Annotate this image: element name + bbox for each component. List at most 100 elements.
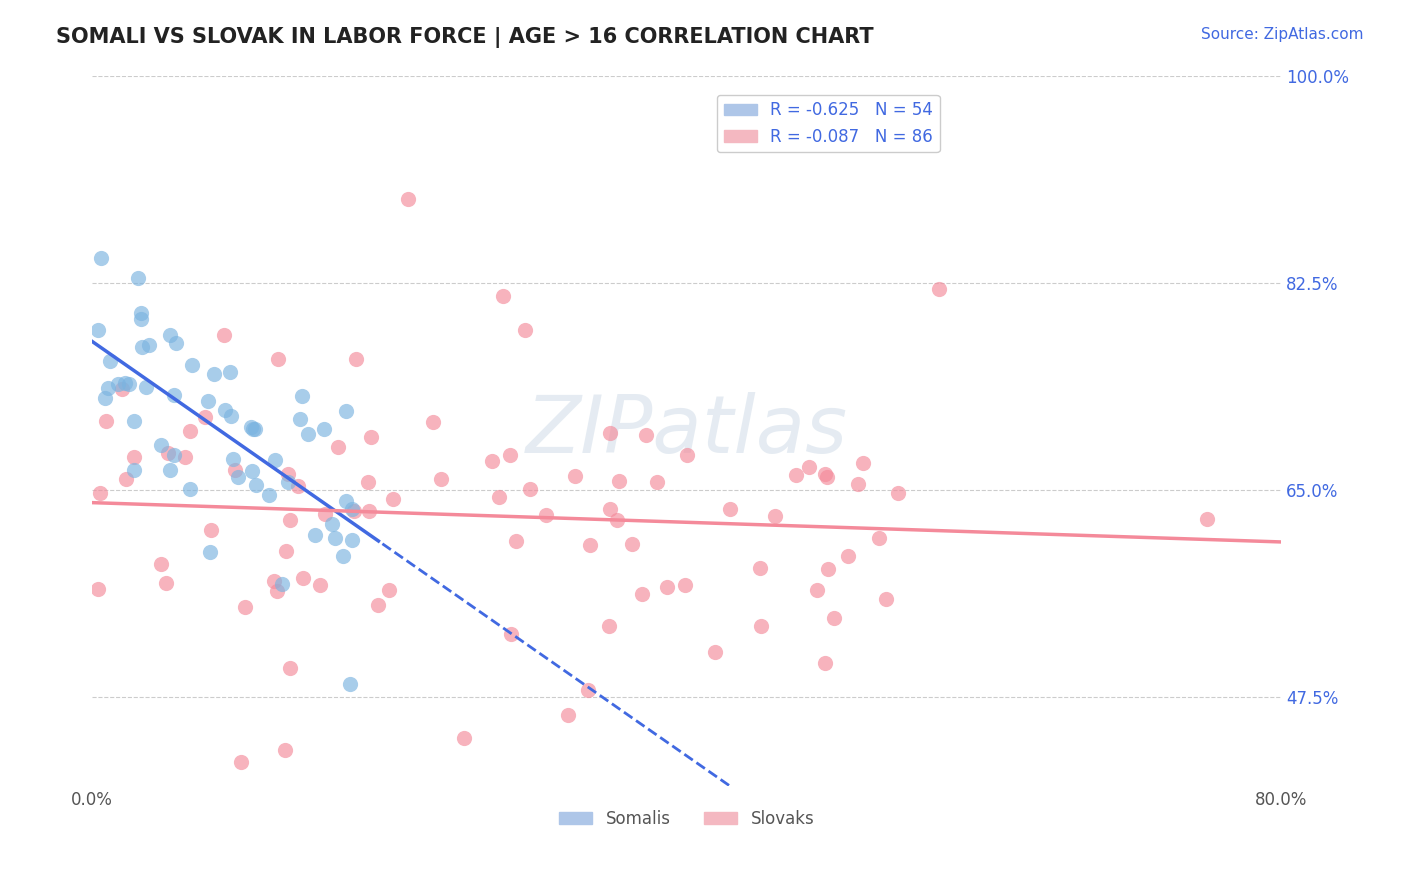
Point: [155, 576, 177, 591]
Point: [453, 731, 475, 746]
Point: [718, 502, 741, 516]
Point: [314, 507, 336, 521]
Point: [785, 467, 807, 482]
Point: [122, 450, 145, 465]
Point: [264, 453, 287, 467]
Point: [519, 482, 541, 496]
Point: [304, 528, 326, 542]
Point: [357, 475, 380, 489]
Point: [359, 504, 381, 518]
Point: [228, 469, 250, 483]
Point: [534, 508, 557, 522]
Point: [321, 516, 343, 531]
Point: [749, 561, 772, 575]
Point: [309, 578, 332, 592]
Point: [179, 424, 201, 438]
Point: [297, 427, 319, 442]
Point: [868, 531, 890, 545]
Point: [87, 582, 110, 596]
Point: [135, 380, 157, 394]
Point: [837, 549, 859, 564]
Point: [609, 474, 631, 488]
Point: [928, 282, 950, 296]
Point: [564, 469, 586, 483]
Point: [498, 448, 520, 462]
Point: [396, 192, 419, 206]
Point: [263, 574, 285, 588]
Point: [599, 502, 621, 516]
Point: [367, 599, 389, 613]
Point: [90, 252, 112, 266]
Point: [259, 488, 281, 502]
Point: [343, 504, 366, 518]
Point: [202, 367, 225, 381]
Point: [200, 523, 222, 537]
Point: [233, 599, 256, 614]
Point: [242, 422, 264, 436]
Point: [162, 448, 184, 462]
Point: [422, 416, 444, 430]
Point: [127, 271, 149, 285]
Point: [846, 476, 869, 491]
Point: [360, 430, 382, 444]
Point: [824, 611, 846, 625]
Point: [806, 582, 828, 597]
Point: [340, 502, 363, 516]
Point: [97, 381, 120, 395]
Text: ZIPatlas: ZIPatlas: [526, 392, 848, 470]
Point: [326, 440, 349, 454]
Point: [815, 470, 838, 484]
Point: [335, 494, 357, 508]
Point: [630, 587, 652, 601]
Point: [122, 463, 145, 477]
Point: [198, 545, 221, 559]
Point: [488, 490, 510, 504]
Point: [129, 312, 152, 326]
Point: [111, 382, 134, 396]
Legend: Somalis, Slovaks: Somalis, Slovaks: [553, 803, 821, 834]
Point: [576, 682, 599, 697]
Point: [676, 448, 699, 462]
Point: [499, 627, 522, 641]
Point: [89, 485, 111, 500]
Text: SOMALI VS SLOVAK IN LABOR FORCE | AGE > 16 CORRELATION CHART: SOMALI VS SLOVAK IN LABOR FORCE | AGE > …: [56, 27, 875, 48]
Point: [86, 324, 108, 338]
Point: [277, 475, 299, 489]
Point: [197, 394, 219, 409]
Point: [291, 389, 314, 403]
Point: [165, 335, 187, 350]
Point: [114, 376, 136, 391]
Point: [131, 340, 153, 354]
Point: [557, 707, 579, 722]
Point: [118, 377, 141, 392]
Point: [481, 454, 503, 468]
Point: [430, 472, 453, 486]
Point: [606, 513, 628, 527]
Point: [94, 414, 117, 428]
Point: [749, 619, 772, 633]
Point: [243, 422, 266, 436]
Point: [181, 358, 204, 372]
Point: [174, 450, 197, 464]
Point: [505, 533, 527, 548]
Point: [340, 533, 363, 548]
Point: [492, 288, 515, 302]
Point: [1195, 512, 1218, 526]
Point: [655, 580, 678, 594]
Point: [274, 743, 297, 757]
Point: [817, 562, 839, 576]
Point: [214, 327, 236, 342]
Point: [138, 338, 160, 352]
Point: [98, 354, 121, 368]
Point: [344, 352, 367, 367]
Point: [114, 472, 136, 486]
Point: [159, 463, 181, 477]
Point: [93, 391, 115, 405]
Point: [288, 412, 311, 426]
Point: [579, 538, 602, 552]
Point: [278, 661, 301, 675]
Point: [291, 571, 314, 585]
Point: [381, 492, 404, 507]
Point: [214, 403, 236, 417]
Point: [634, 428, 657, 442]
